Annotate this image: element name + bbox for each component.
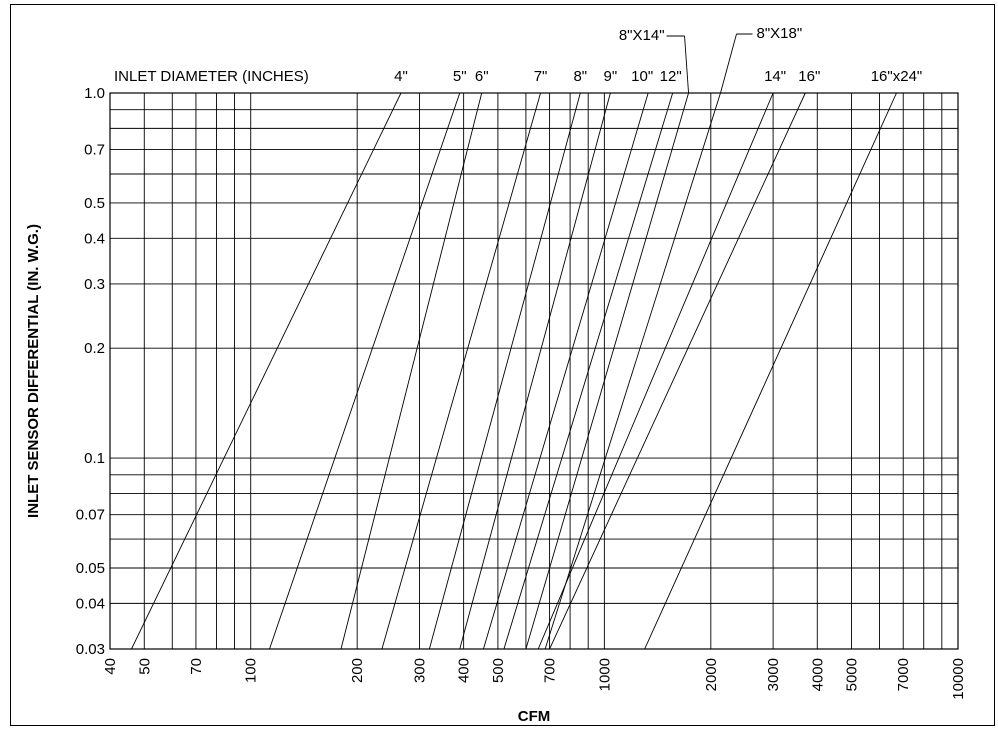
y-tick-label: 0.07 — [76, 507, 105, 524]
x-tick-label: 500 — [490, 658, 507, 683]
series-name-label: 6" — [475, 68, 489, 85]
x-tick-label: 70 — [188, 658, 205, 675]
series-line — [381, 92, 541, 650]
x-tick-label: 100 — [243, 658, 260, 683]
series-name-label: 16"x24" — [871, 68, 923, 85]
x-tick-label: 2000 — [703, 658, 720, 691]
x-tick-label: 1000 — [596, 658, 613, 691]
series-name-label: 14" — [764, 68, 786, 85]
y-tick-label: 0.03 — [76, 641, 105, 658]
series-line — [459, 92, 611, 650]
x-tick-label: 3000 — [765, 658, 782, 691]
y-tick-label: 0.04 — [76, 595, 105, 612]
x-tick-label: 200 — [349, 658, 366, 683]
label-layer: 40 50 70 100 200 300 400 500 700 1000 2000 3000 4000… — [76, 25, 967, 700]
series-line — [537, 92, 774, 650]
curve-layer — [131, 92, 897, 650]
x-axis-title: CFM — [518, 708, 551, 725]
series-line — [503, 92, 674, 650]
x-tick-label: 4000 — [809, 658, 826, 691]
plot-area-border — [109, 92, 959, 650]
series-line — [340, 92, 483, 650]
series-line — [428, 92, 581, 650]
series-name-label: 16" — [798, 68, 820, 85]
y-tick-label: 0.4 — [84, 230, 105, 247]
x-tick-label: 7000 — [895, 658, 912, 691]
x-tick-label: 50 — [136, 658, 153, 675]
x-tick-label: 10000 — [950, 658, 967, 700]
y-tick-label: 0.7 — [84, 142, 105, 159]
series-name-label: 4" — [394, 68, 408, 85]
x-tick-label: 700 — [542, 658, 559, 683]
x-tick-label: 300 — [411, 658, 428, 683]
series-line — [544, 92, 721, 650]
series-line — [482, 92, 649, 650]
series-name-label: 8"X14" — [619, 27, 665, 44]
x-tick-label: 5000 — [844, 658, 861, 691]
figure-frame — [10, 4, 995, 726]
series-name-label: 5" — [453, 68, 467, 85]
series-name-label: 7" — [534, 68, 548, 85]
y-tick-label: 0.1 — [84, 450, 105, 467]
leader-line — [684, 35, 689, 94]
series-name-label: 8"X18" — [756, 25, 802, 42]
series-name-label: 10" — [631, 68, 653, 85]
series-line — [525, 92, 689, 650]
series-line — [131, 92, 402, 650]
series-line — [269, 92, 461, 650]
y-tick-label: 0.05 — [76, 560, 105, 577]
y-tick-label: 0.2 — [84, 340, 105, 357]
y-axis-title: INLET SENSOR DIFFERENTIAL (IN. W.G.) — [25, 224, 42, 518]
y-tick-label: 0.5 — [84, 195, 105, 212]
x-tick-label: 40 — [102, 658, 119, 675]
grid-layer — [109, 92, 959, 650]
y-tick-label: 1.0 — [84, 85, 105, 102]
leader-line — [720, 33, 737, 94]
series-name-label: 9" — [604, 68, 618, 85]
x-tick-label: 400 — [456, 658, 473, 683]
series-line — [644, 92, 897, 650]
series-name-label: 8" — [573, 68, 587, 85]
series-name-label: 12" — [660, 68, 682, 85]
series-header-label: INLET DIAMETER (INCHES) — [114, 68, 309, 85]
series-line — [549, 92, 806, 650]
y-tick-label: 0.3 — [84, 276, 105, 293]
